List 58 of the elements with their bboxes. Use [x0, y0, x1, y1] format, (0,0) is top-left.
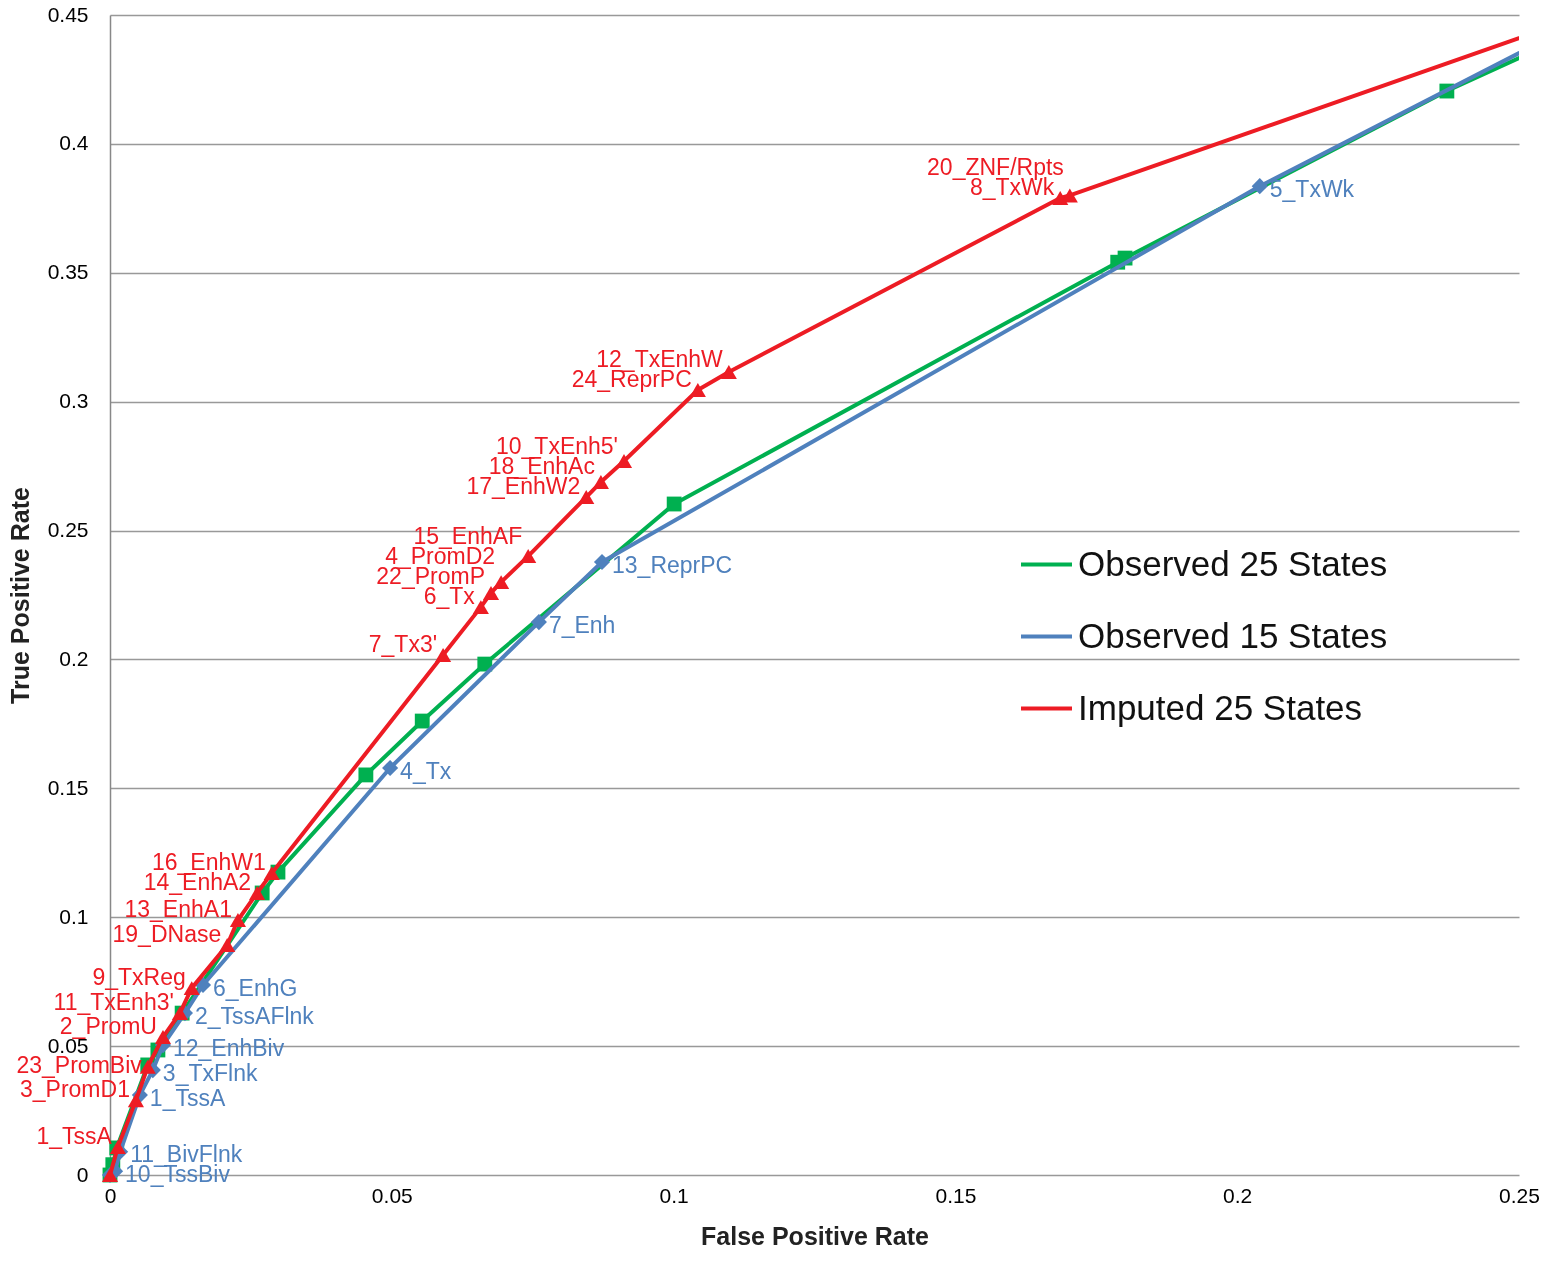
point	[154, 1030, 172, 1045]
y-tick-label: 0.15	[47, 775, 89, 799]
annotation: 19_DNase	[112, 921, 222, 948]
annotation: 6_Tx	[423, 583, 476, 610]
annotation: 6_EnhG	[212, 975, 298, 1002]
y-tick-label: 0	[76, 1162, 89, 1186]
y-tick-label: 0.3	[59, 389, 89, 413]
legend-label: Imputed 25 States	[1078, 687, 1363, 727]
annotation: 2_TssAFlnk	[194, 1003, 315, 1030]
point	[127, 1093, 144, 1108]
y-axis-title: True Positive Rate	[5, 487, 34, 704]
point	[520, 549, 537, 564]
point	[382, 759, 399, 777]
annotation: 7_Enh	[548, 612, 616, 639]
x-tick-label: 0	[104, 1183, 117, 1207]
point	[1251, 178, 1268, 195]
annotation: 13_ReprPC	[612, 552, 733, 578]
y-tick-label: 0.2	[59, 646, 89, 670]
y-tick-label: 0.1	[59, 904, 89, 928]
annotation: 1_TssA	[149, 1085, 226, 1112]
point	[249, 886, 266, 900]
point	[493, 575, 510, 590]
x-tick-label: 0.2	[1223, 1183, 1253, 1207]
annotation: 5_TxWk	[1269, 176, 1355, 203]
annotation: 4_PromD2	[385, 543, 496, 570]
point	[194, 976, 212, 994]
legend-label: Observed 25 States	[1078, 543, 1388, 583]
point	[183, 981, 200, 996]
x-tick-label: 0.15	[935, 1183, 977, 1207]
annotation: 3_TxFlnk	[162, 1060, 258, 1087]
annotation: 7_Tx3'	[368, 631, 438, 658]
y-tick-label: 0.35	[47, 260, 89, 284]
point	[414, 713, 430, 729]
point	[263, 866, 280, 881]
legend-label: Observed 15 States	[1078, 615, 1388, 655]
annotation: 13_EnhA1	[124, 896, 232, 923]
y-tick-label: 0.25	[47, 518, 89, 542]
y-tick-label: 0.45	[47, 2, 89, 26]
annotation: 1_TssA	[36, 1122, 113, 1149]
x-tick-label: 0.25	[1499, 1183, 1540, 1207]
x-axis-title: False Positive Rate	[701, 1221, 930, 1250]
point	[435, 648, 452, 663]
point	[477, 656, 493, 672]
annotation: 4_Tx	[400, 757, 452, 784]
x-tick-label: 0.1	[659, 1183, 689, 1207]
point	[219, 938, 236, 953]
point	[578, 490, 595, 505]
point	[593, 553, 611, 571]
point	[689, 383, 706, 398]
annotation: 9_TxReg	[92, 964, 186, 991]
point	[530, 614, 547, 631]
x-tick-label: 0.05	[371, 1183, 413, 1207]
annotation: 11_TxEnh3'	[53, 989, 174, 1016]
y-tick-label: 0.4	[59, 131, 89, 155]
point	[358, 767, 374, 783]
point	[666, 496, 682, 512]
point	[482, 585, 500, 600]
point	[229, 913, 246, 928]
